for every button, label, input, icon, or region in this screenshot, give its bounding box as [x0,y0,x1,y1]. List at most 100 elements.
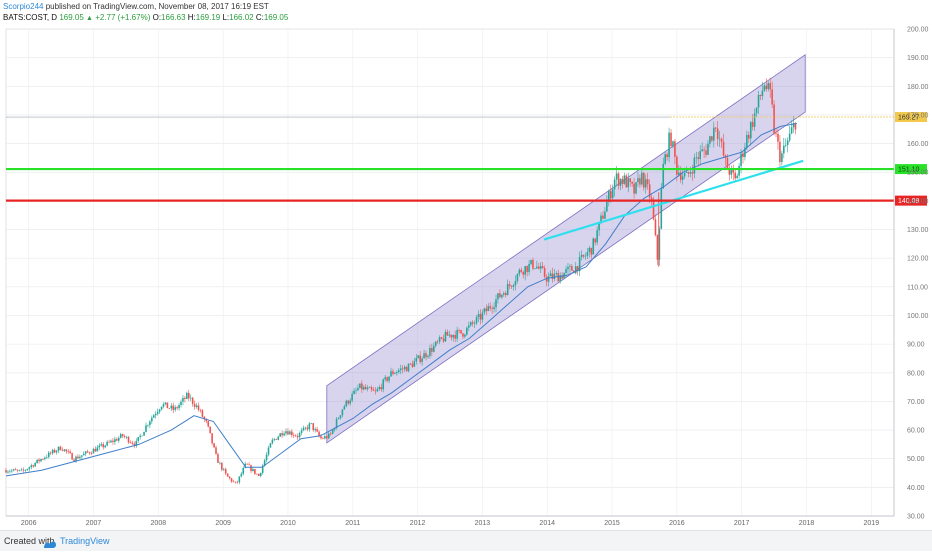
candle [242,466,245,476]
candle [296,433,299,440]
candle-body [551,273,554,279]
candle [326,434,328,440]
candle-body [349,400,351,404]
candle [16,468,19,473]
candle [664,150,666,166]
candle [407,363,410,373]
candle-body [279,433,281,437]
candle-body [631,181,633,184]
candle-body [759,94,762,97]
y-tick-label: 90.00 [907,342,925,349]
candle [742,151,744,164]
candle [162,402,165,409]
candle-body [209,426,211,434]
candle-body [508,284,511,286]
published-text: published on TradingView.com, November 0… [45,2,269,11]
x-tick-label: 2018 [799,520,815,527]
candle [254,468,256,475]
candle-body [615,173,618,180]
candle [61,447,64,452]
candle-body [621,178,624,184]
candle [674,139,676,165]
candle [574,262,577,275]
candle [71,452,73,460]
candle [131,440,134,445]
candle-body [256,473,258,475]
candle [678,164,680,177]
candle [697,151,700,167]
candle [458,328,460,334]
candle [176,405,178,410]
candle-body [685,172,688,174]
y-tick-label: 160.00 [907,141,929,148]
candle [495,294,497,313]
candle [123,434,126,439]
author-link[interactable]: Scorpio244 [3,2,44,11]
candle [473,320,476,329]
candle-body [460,330,462,334]
candle-body [182,397,184,402]
candle [108,439,110,444]
candle [440,336,443,340]
candle-body [71,453,73,460]
x-tick-label: 2015 [604,520,620,527]
candle-body [666,154,668,158]
candle [485,304,488,315]
candle-body [475,317,478,324]
candle [47,450,50,459]
candle [617,171,620,190]
candle-body [366,387,369,390]
chart-overlays: 169.27 151.10 140.09 [6,112,927,241]
candle [701,142,703,152]
candle [164,402,167,406]
candle-body [121,434,124,437]
candle [532,257,534,271]
candle-body [726,158,729,169]
candle [121,433,124,439]
tradingview-logo-icon[interactable] [43,536,57,554]
candle-body [467,325,470,328]
candle-body [421,358,423,363]
candle [732,164,735,181]
candle-body [137,437,140,441]
candle-body [151,417,153,422]
candle [736,173,738,179]
candle [374,386,377,395]
candle [763,83,766,92]
candle-body [347,400,350,404]
candle [339,415,342,420]
candle-body [152,415,155,418]
candle-body [596,230,598,243]
candle-body [442,338,445,342]
candle [143,431,145,436]
candle-body [318,431,320,437]
candle-body [662,163,665,189]
candle-body [676,156,678,175]
candle-body [108,441,110,443]
candle [699,145,701,166]
candle-body [415,358,418,362]
candle-body [322,438,324,439]
candle [24,469,27,473]
candle-body [549,273,552,277]
candle-body [674,141,676,157]
y-tick-label: 110.00 [907,284,928,291]
candle-body [518,269,521,275]
candle-body [545,276,548,282]
tradingview-brand-link[interactable]: TradingView [60,536,110,546]
candle-body [213,443,215,448]
candle [434,340,437,348]
candle [199,408,202,413]
candle-body [281,433,283,436]
candle-body [469,322,472,326]
candle-body [590,247,593,255]
candle [364,384,367,390]
candle [357,384,359,392]
candle-body [357,388,359,391]
candle [588,245,591,258]
candle [483,307,486,316]
candle [586,247,589,260]
candle [84,450,87,457]
low-value: 166.02 [229,13,254,22]
candle [779,134,781,168]
